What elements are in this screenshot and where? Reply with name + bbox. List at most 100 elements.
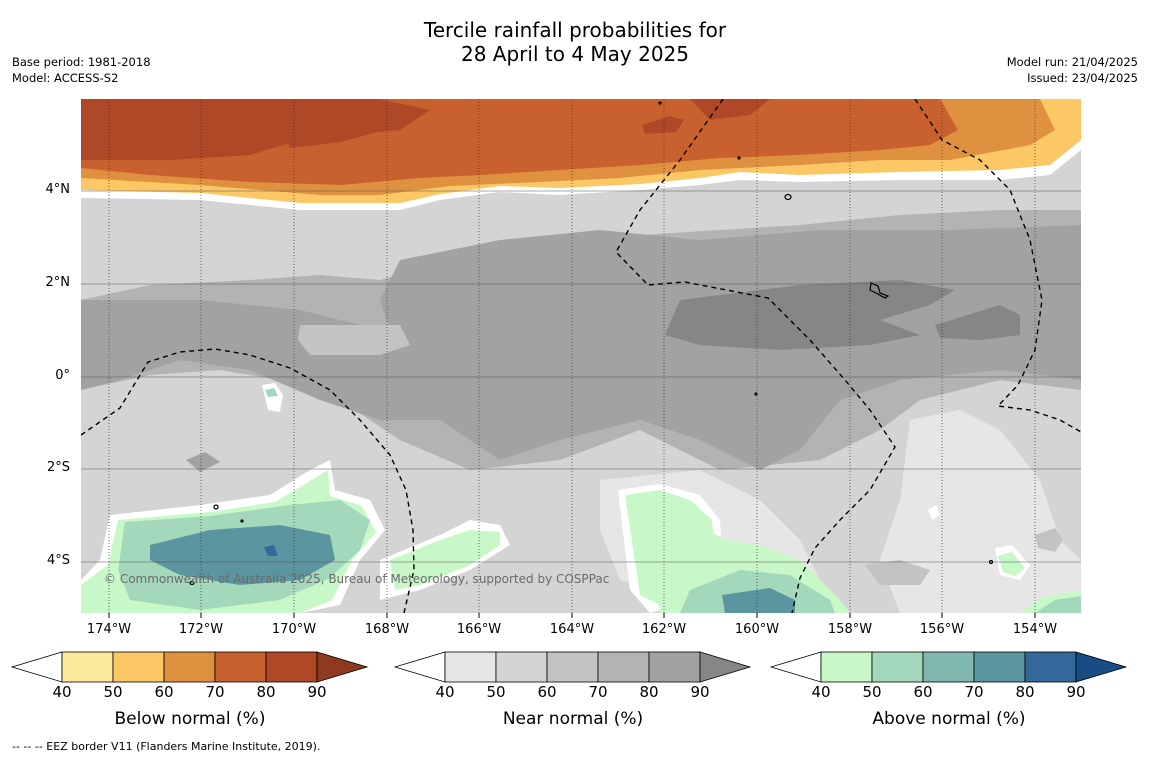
colorbar-near-bin xyxy=(444,651,497,683)
colorbar-near-tick: 60 xyxy=(537,683,557,701)
title-line-1: Tercile rainfall probabilities for xyxy=(423,18,727,42)
island-southwest xyxy=(189,580,195,586)
colorbar-above-high-extend xyxy=(1075,651,1128,683)
above-normal-40-center xyxy=(390,530,500,590)
colorbar-near-bin xyxy=(648,651,701,683)
eez-border-east xyxy=(914,99,1081,433)
colorbar-near-tick: 40 xyxy=(435,683,455,701)
lon-label-160w: 160°W xyxy=(734,622,780,637)
near-normal-80-small xyxy=(186,452,220,472)
below-normal-80-patch xyxy=(280,122,378,148)
eez-border-central xyxy=(615,99,896,613)
island-small-top xyxy=(658,101,662,105)
colorbar-below-tick: 40 xyxy=(52,683,72,701)
near-normal-70-patch xyxy=(298,325,410,355)
colorbar-below-low-extend xyxy=(10,651,63,683)
lon-label-166w: 166°W xyxy=(456,622,502,637)
model-run: Model run: 21/04/2025 xyxy=(1006,55,1138,69)
near-normal-patch-southeast xyxy=(865,560,930,585)
colorbar-near-tick: 50 xyxy=(486,683,506,701)
colorbar-above-bin xyxy=(922,651,975,683)
white-spot xyxy=(928,505,940,520)
colorbar-above-tick: 60 xyxy=(913,683,933,701)
colorbar-near-tick: 70 xyxy=(588,683,608,701)
colorbar-below-title: Below normal (%) xyxy=(114,709,266,729)
colorbar-below-tick: 90 xyxy=(307,683,327,701)
colorbar-above-tick: 90 xyxy=(1066,683,1086,701)
meta-right: Model run: 21/04/2025 Issued: 23/04/2025 xyxy=(1007,54,1138,86)
eez-legend-note: -- -- -- EEZ border V11 (Flanders Marine… xyxy=(12,740,321,753)
eez-border-west xyxy=(81,348,415,613)
model-name: Model: ACCESS-S2 xyxy=(12,71,119,85)
colorbar-above-bin xyxy=(1024,651,1077,683)
meta-left: Base period: 1981-2018 Model: ACCESS-S2 xyxy=(12,54,151,86)
near-normal-90-patch xyxy=(665,280,955,350)
base-period: Base period: 1981-2018 xyxy=(12,55,151,69)
colorbar-below-tick: 70 xyxy=(205,683,225,701)
colorbar-near-bin xyxy=(495,651,548,683)
eez-borders xyxy=(81,99,1081,613)
lat-label-2n: 2°N xyxy=(45,275,71,290)
lon-label-154w: 154°W xyxy=(1012,622,1058,637)
below-normal-80-small xyxy=(642,116,684,134)
lon-label-156w: 156°W xyxy=(919,622,965,637)
near-normal-90-patch-east xyxy=(935,305,1020,340)
colorbar-below-high-extend xyxy=(316,651,369,683)
above-normal-70-west xyxy=(150,525,335,585)
colorbar-above-tick: 50 xyxy=(862,683,882,701)
title-line-2: 28 April to 4 May 2025 xyxy=(461,42,689,66)
islands xyxy=(189,101,994,586)
colorbar-near-tick: 80 xyxy=(639,683,659,701)
lat-label-2s: 2°S xyxy=(46,460,70,475)
colorbar-below-bin xyxy=(61,651,114,683)
colorbar-above-bin xyxy=(871,651,924,683)
colorbar-near-high-extend xyxy=(699,651,752,683)
colorbar-below-bin xyxy=(163,651,216,683)
lon-label-162w: 162°W xyxy=(641,622,687,637)
issued-date: Issued: 23/04/2025 xyxy=(1027,71,1138,85)
colorbar-below-tick: 60 xyxy=(154,683,174,701)
colorbar-below-bin xyxy=(214,651,267,683)
colorbar-above-title: Above normal (%) xyxy=(872,709,1026,729)
colorbar-below-tick: 80 xyxy=(256,683,276,701)
lon-label-170w: 170°W xyxy=(271,622,317,637)
lon-label-158w: 158°W xyxy=(827,622,873,637)
colorbar-near-title: Near normal (%) xyxy=(502,709,644,729)
near-normal-patch-east xyxy=(1035,528,1063,552)
island-small-equator xyxy=(754,392,758,396)
colorbar-below-tick: 50 xyxy=(103,683,123,701)
lon-label-172w: 172°W xyxy=(178,622,224,637)
above-normal-80-spot xyxy=(264,545,278,556)
colorbar-above-low-extend xyxy=(769,651,822,683)
copyright-notice: © Commonwealth of Australia 2025, Bureau… xyxy=(104,572,610,586)
colorbar-below-bin xyxy=(112,651,165,683)
map-fields xyxy=(81,99,1081,613)
colorbar-below xyxy=(10,651,369,683)
colorbar-above-tick: 40 xyxy=(811,683,831,701)
colorbar-above-tick: 80 xyxy=(1015,683,1035,701)
island-kiritimati xyxy=(869,282,890,299)
colorbar-above-tick: 70 xyxy=(964,683,984,701)
island-small-north xyxy=(737,156,741,160)
island-north xyxy=(784,193,792,201)
lon-label-168w: 168°W xyxy=(364,622,410,637)
map-grid xyxy=(81,190,1081,563)
island-west xyxy=(213,504,219,510)
colorbar-near-low-extend xyxy=(393,651,446,683)
above-normal-70-southeast xyxy=(722,588,795,613)
island-small-west xyxy=(240,519,244,523)
above-normal-50-corner xyxy=(1035,596,1081,613)
lon-label-164w: 164°W xyxy=(549,622,595,637)
lat-label-4n: 4°N xyxy=(45,182,71,197)
colorbar-above xyxy=(769,651,1128,683)
colorbar-near-tick: 90 xyxy=(690,683,710,701)
above-normal-40-far-east xyxy=(998,552,1025,576)
colorbar-near xyxy=(393,651,752,683)
map-title: Tercile rainfall probabilities for 28 Ap… xyxy=(0,18,1150,66)
colorbar-below-bin xyxy=(265,651,318,683)
below-normal-80-west xyxy=(81,99,430,160)
colorbar-near-bin xyxy=(546,651,599,683)
below-normal-80-east xyxy=(690,99,770,120)
colorbar-near-bin xyxy=(597,651,650,683)
